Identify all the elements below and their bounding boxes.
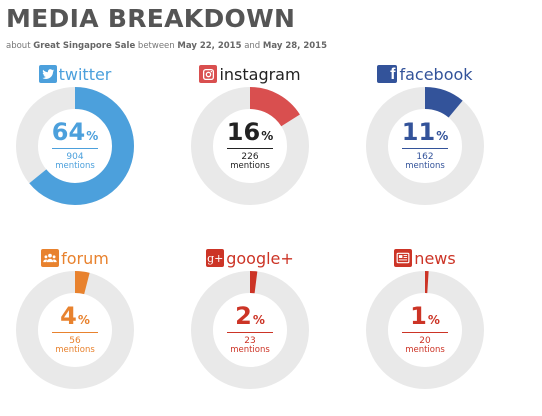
- donut-center: 11% 162 mentions: [365, 86, 485, 206]
- percent-value: 64: [51, 117, 86, 146]
- subtitle-between: between: [137, 41, 175, 51]
- donut-center: 1% 20 mentions: [365, 270, 485, 390]
- media-name-label: news: [414, 248, 456, 268]
- percent-label: 2%: [235, 304, 265, 328]
- media-name-label: twitter: [58, 64, 112, 84]
- subtitle-start-date: May 22, 2015: [177, 41, 242, 51]
- percent-value: 1: [410, 301, 427, 330]
- percent-label: 16%: [227, 120, 273, 144]
- page-subtitle: about Great Singapore Sale between May 2…: [6, 41, 327, 51]
- percent-value: 16: [226, 117, 261, 146]
- subtitle-about: about: [6, 41, 31, 51]
- divider: [52, 331, 98, 333]
- donut-ring: [16, 271, 134, 389]
- donut-ring: [16, 87, 134, 205]
- donut-center: 16% 226 mentions: [190, 86, 310, 206]
- subtitle-and: and: [244, 41, 261, 51]
- media-card-header: f facebook: [350, 62, 500, 86]
- donut-center: 64% 904 mentions: [15, 86, 135, 206]
- mentions-label: mentions: [230, 161, 270, 172]
- media-card-header: news: [350, 246, 500, 270]
- media-card-instagram: instagram 16% 226 mentions: [175, 62, 325, 232]
- media-card-header: twitter: [0, 62, 150, 86]
- media-card-news: news 1% 20 mentions: [350, 246, 500, 416]
- subtitle-topic: Great Singapore Sale: [33, 41, 136, 51]
- instagram-camera-icon: [199, 65, 218, 83]
- media-card-facebook: f facebook 11% 162 mentions: [350, 62, 500, 232]
- mentions-count: 226: [241, 151, 259, 162]
- newspaper-icon: [394, 249, 413, 267]
- mentions-count: 56: [69, 335, 81, 346]
- donut-ring: [191, 87, 309, 205]
- divider: [227, 331, 273, 333]
- percent-label: 4%: [60, 304, 90, 328]
- divider: [402, 147, 448, 149]
- google-plus-icon: g+: [206, 249, 225, 267]
- donut-slice: [16, 271, 134, 389]
- percent-label: 11%: [402, 120, 448, 144]
- percent-sign: %: [427, 312, 440, 327]
- media-name-label: facebook: [399, 64, 473, 84]
- donut-slice: [366, 87, 484, 205]
- divider: [52, 147, 98, 149]
- donut-slice: [366, 271, 484, 389]
- donut-slice: [191, 271, 309, 389]
- donut-center: 2% 23 mentions: [190, 270, 310, 390]
- media-card-google-plus: g+ google+ 2% 23 mentions: [175, 246, 325, 416]
- mentions-label: mentions: [405, 161, 445, 172]
- donut-slice: [16, 87, 134, 205]
- facebook-f-icon: f: [377, 65, 398, 83]
- mentions-label: mentions: [230, 345, 270, 356]
- percent-sign: %: [261, 128, 274, 143]
- mentions-count: 162: [416, 151, 434, 162]
- percent-value: 11: [401, 117, 436, 146]
- percent-sign: %: [86, 128, 99, 143]
- mentions-label: mentions: [55, 345, 95, 356]
- donut-ring: [366, 271, 484, 389]
- forum-people-icon: [41, 249, 60, 267]
- donut-slice: [191, 87, 309, 205]
- divider: [402, 331, 448, 333]
- donut-ring: [191, 271, 309, 389]
- twitter-bird-icon: [38, 65, 57, 83]
- subtitle-end-date: May 28, 2015: [262, 41, 328, 51]
- donut-center: 4% 56 mentions: [15, 270, 135, 390]
- media-card-forum: forum 4% 56 mentions: [0, 246, 150, 416]
- percent-label: 64%: [52, 120, 98, 144]
- mentions-count: 20: [419, 335, 431, 346]
- page-title: MEDIA BREAKDOWN: [6, 4, 296, 33]
- media-card-header: forum: [0, 246, 150, 270]
- media-card-twitter: twitter 64% 904 mentions: [0, 62, 150, 232]
- percent-value: 4: [60, 301, 77, 330]
- media-name-label: forum: [61, 248, 109, 268]
- percent-sign: %: [252, 312, 265, 327]
- percent-value: 2: [235, 301, 252, 330]
- percent-sign: %: [77, 312, 90, 327]
- mentions-count: 904: [66, 151, 84, 162]
- mentions-label: mentions: [405, 345, 445, 356]
- mentions-count: 23: [244, 335, 256, 346]
- divider: [227, 147, 273, 149]
- media-card-header: instagram: [175, 62, 325, 86]
- mentions-label: mentions: [55, 161, 95, 172]
- percent-sign: %: [436, 128, 449, 143]
- media-name-label: instagram: [219, 64, 301, 84]
- donut-ring: [366, 87, 484, 205]
- media-card-header: g+ google+: [175, 246, 325, 270]
- media-name-label: google+: [226, 248, 294, 268]
- percent-label: 1%: [410, 304, 440, 328]
